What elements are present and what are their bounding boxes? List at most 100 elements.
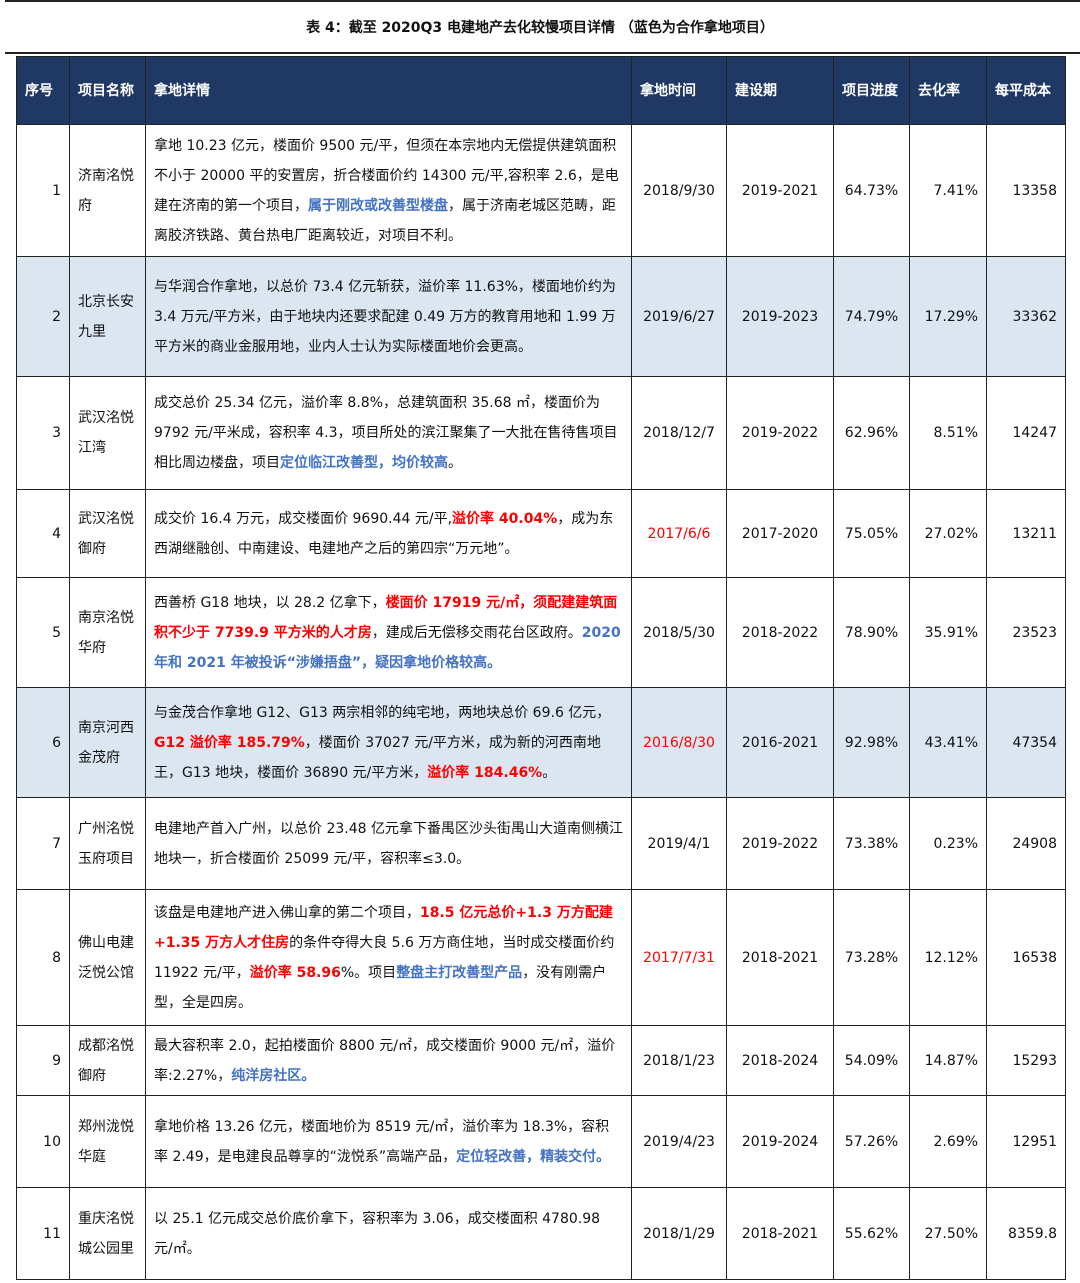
cell-period: 2018-2021 bbox=[726, 889, 834, 1026]
cell-progress: 73.28% bbox=[833, 889, 910, 1026]
cell-name: 成都洺悦御府 bbox=[69, 1025, 146, 1096]
top-rule bbox=[5, 0, 1080, 2]
cell-detail: 电建地产首入广州，以总价 23.48 亿元拿下番禺区沙头街禺山大道南侧横江地块一… bbox=[145, 797, 632, 890]
header-row: 序号 项目名称 拿地详情 拿地时间 建设期 项目进度 去化率 每平成本 bbox=[16, 56, 1066, 125]
table-row: 9 成都洺悦御府 最大容积率 2.0，起拍楼面价 8800 元/㎡，成交楼面价 90… bbox=[16, 1025, 1066, 1096]
cell-period: 2019-2023 bbox=[726, 256, 834, 377]
cell-cost: 16538 bbox=[986, 889, 1066, 1026]
cell-rate: 0.23% bbox=[909, 797, 987, 890]
cell-progress: 55.62% bbox=[833, 1187, 910, 1280]
cell-date: 2018/5/30 bbox=[631, 577, 727, 688]
cell-rate: 27.50% bbox=[909, 1187, 987, 1280]
table-row: 11 重庆洺悦城公园里以 25.1 亿元成交总价底价拿下，容积率为 3.06，成交… bbox=[16, 1187, 1066, 1280]
header-date: 拿地时间 bbox=[631, 56, 727, 125]
table-row: 1 济南洺悦府 拿地 10.23 亿元，楼面价 9500 元/平，但须在本宗地内无偿… bbox=[16, 124, 1066, 257]
table-row: 7 广州洺悦玉府项目 电建地产首入广州，以总价 23.48 亿元拿下番禺区沙头街禺山… bbox=[16, 797, 1066, 890]
cell-rate: 12.12% bbox=[909, 889, 987, 1026]
cell-rate: 2.69% bbox=[909, 1095, 987, 1188]
cell-cost: 14247 bbox=[986, 376, 1066, 490]
cell-date: 2019/4/23 bbox=[631, 1095, 727, 1188]
cell-detail: 成交价 16.4 万元，成交楼面价 9690.44 元/平,溢价率 40.04%… bbox=[145, 489, 632, 578]
table-row: 5 南京洺悦华府 西善桥 G18 地块，以 28.2 亿拿下，楼面价 17919 元… bbox=[16, 577, 1066, 688]
detail-segment: 溢价率 184.46% bbox=[427, 764, 543, 781]
cell-period: 2016-2021 bbox=[726, 687, 834, 798]
detail-segment: 定位轻改善，精装交付。 bbox=[456, 1148, 611, 1165]
cell-no: 2 bbox=[16, 256, 70, 377]
detail-segment: 与金茂合作拿地 G12、G13 两宗相邻的纯宅地，两地块总价 69.6 亿元， bbox=[154, 704, 611, 721]
cell-date: 2018/1/29 bbox=[631, 1187, 727, 1280]
detail-segment: 18.5 亿元总价+1.3 万方配建+1.35 万方人才住房 bbox=[154, 904, 613, 951]
detail-segment: ，建成后无偿移交雨花台区政府。 bbox=[371, 624, 582, 641]
detail-segment: 溢价率 58.96 bbox=[249, 964, 341, 981]
cell-cost: 47354 bbox=[986, 687, 1066, 798]
cell-progress: 64.73% bbox=[833, 124, 910, 257]
cell-date: 2018/9/30 bbox=[631, 124, 727, 257]
cell-name: 佛山电建泛悦公馆 bbox=[69, 889, 146, 1026]
detail-segment: 定位临江改善型，均价较高 bbox=[280, 455, 448, 471]
cell-detail: 拿地价格 13.26 亿元，楼面地价为 8519 元/㎡，溢价率为 18.3%，… bbox=[145, 1095, 632, 1188]
detail-segment: 以 25.1 亿元成交总价底价拿下，容积率为 3.06，成交楼面积 4780.9… bbox=[154, 1210, 601, 1257]
detail-segment: 该盘是电建地产进入佛山拿的第二个项目， bbox=[154, 904, 420, 921]
detail-segment: 整盘主打改善型产品 bbox=[396, 964, 523, 981]
detail-segment: 成交价 16.4 万元，成交楼面价 9690.44 元/平, bbox=[154, 510, 453, 527]
cell-period: 2017-2020 bbox=[726, 489, 834, 578]
detail-segment: 成交总价 25.34 亿元，溢价率 8.8%，总建筑面积 35.68 ㎡，楼面价… bbox=[154, 395, 618, 471]
header-cost: 每平成本 bbox=[986, 56, 1066, 125]
detail-segment: 2020 年和 2021 年被投诉“涉嫌捂盘”，疑因拿地价格较高。 bbox=[154, 624, 621, 671]
detail-segment: 拿地 10.23 亿元，楼面价 9500 元/平，但须在本宗地内无偿提供建筑面积… bbox=[154, 137, 619, 214]
cell-cost: 24908 bbox=[986, 797, 1066, 890]
cell-name: 郑州泷悦华庭 bbox=[69, 1095, 146, 1188]
header-progress: 项目进度 bbox=[833, 56, 910, 125]
cell-detail: 与华润合作拿地，以总价 73.4 亿元斩获，溢价率 11.63%，楼面地价约为 … bbox=[145, 256, 632, 377]
detail-segment: G12 溢价率 185.79% bbox=[154, 734, 305, 751]
cell-no: 6 bbox=[16, 687, 70, 798]
detail-segment: ，成为东西湖继融创、中南建设、电建地产之后的第四宗“万元地”。 bbox=[154, 510, 614, 557]
detail-segment: 纯洋房社区。 bbox=[231, 1067, 316, 1084]
cell-period: 2019-2021 bbox=[726, 124, 834, 257]
cell-name: 重庆洺悦城公园里 bbox=[69, 1187, 146, 1280]
cell-no: 1 bbox=[16, 124, 70, 257]
detail-segment: 电建地产首入广州，以总价 23.48 亿元拿下番禺区沙头街禺山大道南侧横江地块一… bbox=[154, 820, 623, 867]
cell-cost: 15293 bbox=[986, 1025, 1066, 1096]
cell-date: 2018/12/7 bbox=[631, 376, 727, 490]
cell-no: 5 bbox=[16, 577, 70, 688]
table-row: 6 南京河西金茂府 与金茂合作拿地 G12、G13 两宗相邻的纯宅地，两地块总价 6… bbox=[16, 687, 1066, 798]
cell-cost: 33362 bbox=[986, 256, 1066, 377]
cell-name: 济南洺悦府 bbox=[69, 124, 146, 257]
cell-no: 11 bbox=[16, 1187, 70, 1280]
detail-segment: 。 bbox=[448, 455, 462, 471]
cell-progress: 75.05% bbox=[833, 489, 910, 578]
cell-name: 南京洺悦华府 bbox=[69, 577, 146, 688]
cell-no: 4 bbox=[16, 489, 70, 578]
cell-progress: 74.79% bbox=[833, 256, 910, 377]
cell-progress: 92.98% bbox=[833, 687, 910, 798]
detail-segment: ，属于济南老城区范畴，距离胶济铁路、黄台热电厂距离较近，对项目不利。 bbox=[154, 197, 616, 244]
title-rule bbox=[5, 52, 1080, 54]
cell-cost: 8359.8 bbox=[986, 1187, 1066, 1280]
cell-cost: 13211 bbox=[986, 489, 1066, 578]
detail-segment: ，楼面价 37027 元/平方米，成为新的河西南地王，G13 地块，楼面价 36… bbox=[154, 734, 601, 781]
cell-date: 2016/8/30 bbox=[631, 687, 727, 798]
cell-rate: 43.41% bbox=[909, 687, 987, 798]
detail-segment: 西善桥 G18 地块，以 28.2 亿拿下， bbox=[154, 594, 386, 611]
table-row: 8 佛山电建泛悦公馆 该盘是电建地产进入佛山拿的第二个项目，18.5 亿元总价+1.… bbox=[16, 889, 1066, 1026]
cell-rate: 17.29% bbox=[909, 256, 987, 377]
cell-name: 南京河西金茂府 bbox=[69, 687, 146, 798]
detail-segment: 最大容积率 2.0，起拍楼面价 8800 元/㎡，成交楼面价 9000 元/㎡，… bbox=[154, 1037, 616, 1084]
cell-progress: 57.26% bbox=[833, 1095, 910, 1188]
cell-rate: 14.87% bbox=[909, 1025, 987, 1096]
cell-name: 武汉洺悦御府 bbox=[69, 489, 146, 578]
cell-date: 2019/4/1 bbox=[631, 797, 727, 890]
cell-period: 2018-2022 bbox=[726, 577, 834, 688]
cell-detail: 最大容积率 2.0，起拍楼面价 8800 元/㎡，成交楼面价 9000 元/㎡，… bbox=[145, 1025, 632, 1096]
detail-segment: 与华润合作拿地，以总价 73.4 亿元斩获，溢价率 11.63%，楼面地价约为 … bbox=[154, 278, 616, 355]
cell-cost: 13358 bbox=[986, 124, 1066, 257]
detail-segment: 拿地价格 13.26 亿元，楼面地价为 8519 元/㎡，溢价率为 18.3%，… bbox=[154, 1118, 610, 1165]
project-table: 序号 项目名称 拿地详情 拿地时间 建设期 项目进度 去化率 每平成本 1 济南洺悦府 拿地 10… bbox=[16, 56, 1066, 1280]
cell-progress: 54.09% bbox=[833, 1025, 910, 1096]
header-detail: 拿地详情 bbox=[145, 56, 632, 125]
cell-rate: 8.51% bbox=[909, 376, 987, 490]
cell-detail: 以 25.1 亿元成交总价底价拿下，容积率为 3.06，成交楼面积 4780.9… bbox=[145, 1187, 632, 1280]
cell-detail: 成交总价 25.34 亿元，溢价率 8.8%，总建筑面积 35.68 ㎡，楼面价… bbox=[145, 376, 632, 490]
cell-no: 10 bbox=[16, 1095, 70, 1188]
